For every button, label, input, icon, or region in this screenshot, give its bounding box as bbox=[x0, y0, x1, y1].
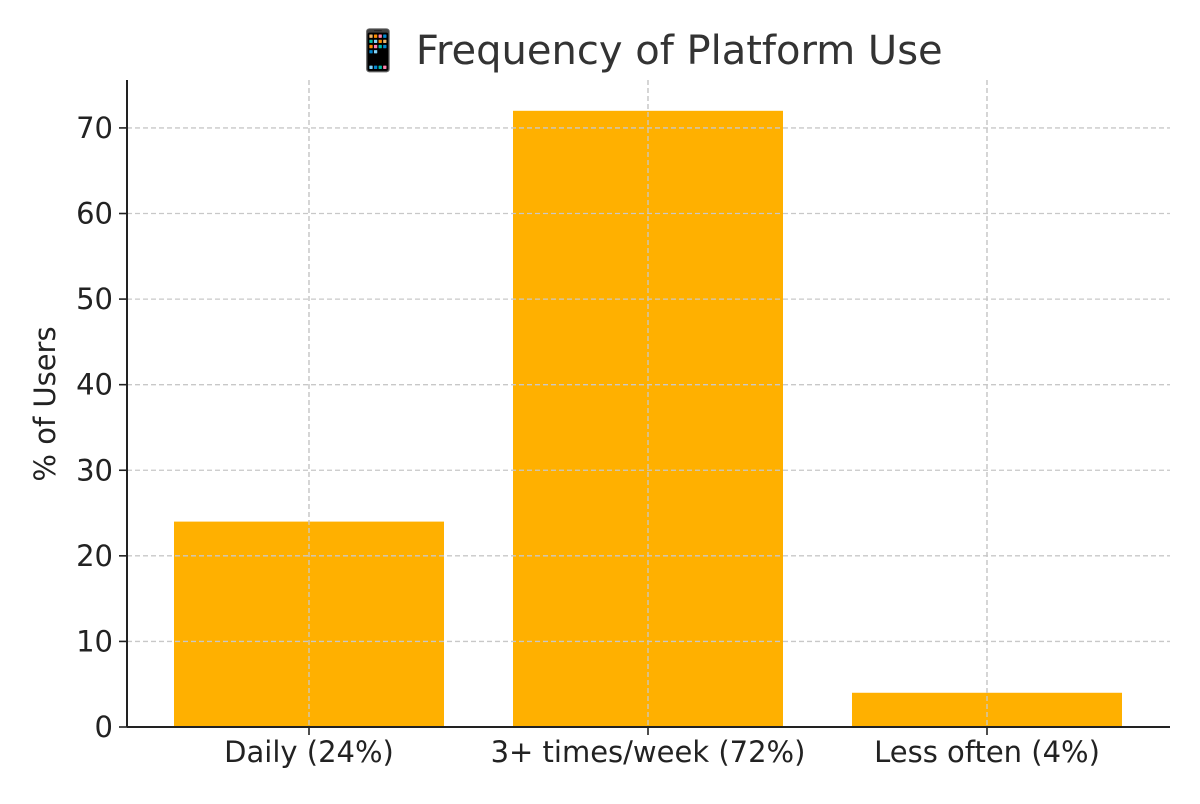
y-tick-label: 40 bbox=[76, 368, 113, 402]
y-tick-label: 60 bbox=[76, 197, 113, 231]
y-tick-label: 30 bbox=[76, 453, 113, 487]
y-tick-label: 20 bbox=[76, 539, 113, 573]
y-tick-label: 70 bbox=[76, 111, 113, 145]
y-tick-label: 10 bbox=[76, 624, 113, 658]
y-tick-label: 0 bbox=[95, 710, 113, 744]
x-tick-label: Daily (24%) bbox=[224, 735, 394, 769]
y-axis-label: % of Users bbox=[28, 326, 62, 481]
chart-title: 📱 Frequency of Platform Use bbox=[353, 27, 942, 74]
ticks-layer: 0 10 20 30 40 50 60 70 Daily (24%) 3+ times/week … bbox=[76, 111, 1100, 769]
x-tick-label: 3+ times/week (72%) bbox=[491, 735, 806, 769]
x-tick-label: Less often (4%) bbox=[874, 735, 1100, 769]
y-tick-label: 50 bbox=[76, 282, 113, 316]
